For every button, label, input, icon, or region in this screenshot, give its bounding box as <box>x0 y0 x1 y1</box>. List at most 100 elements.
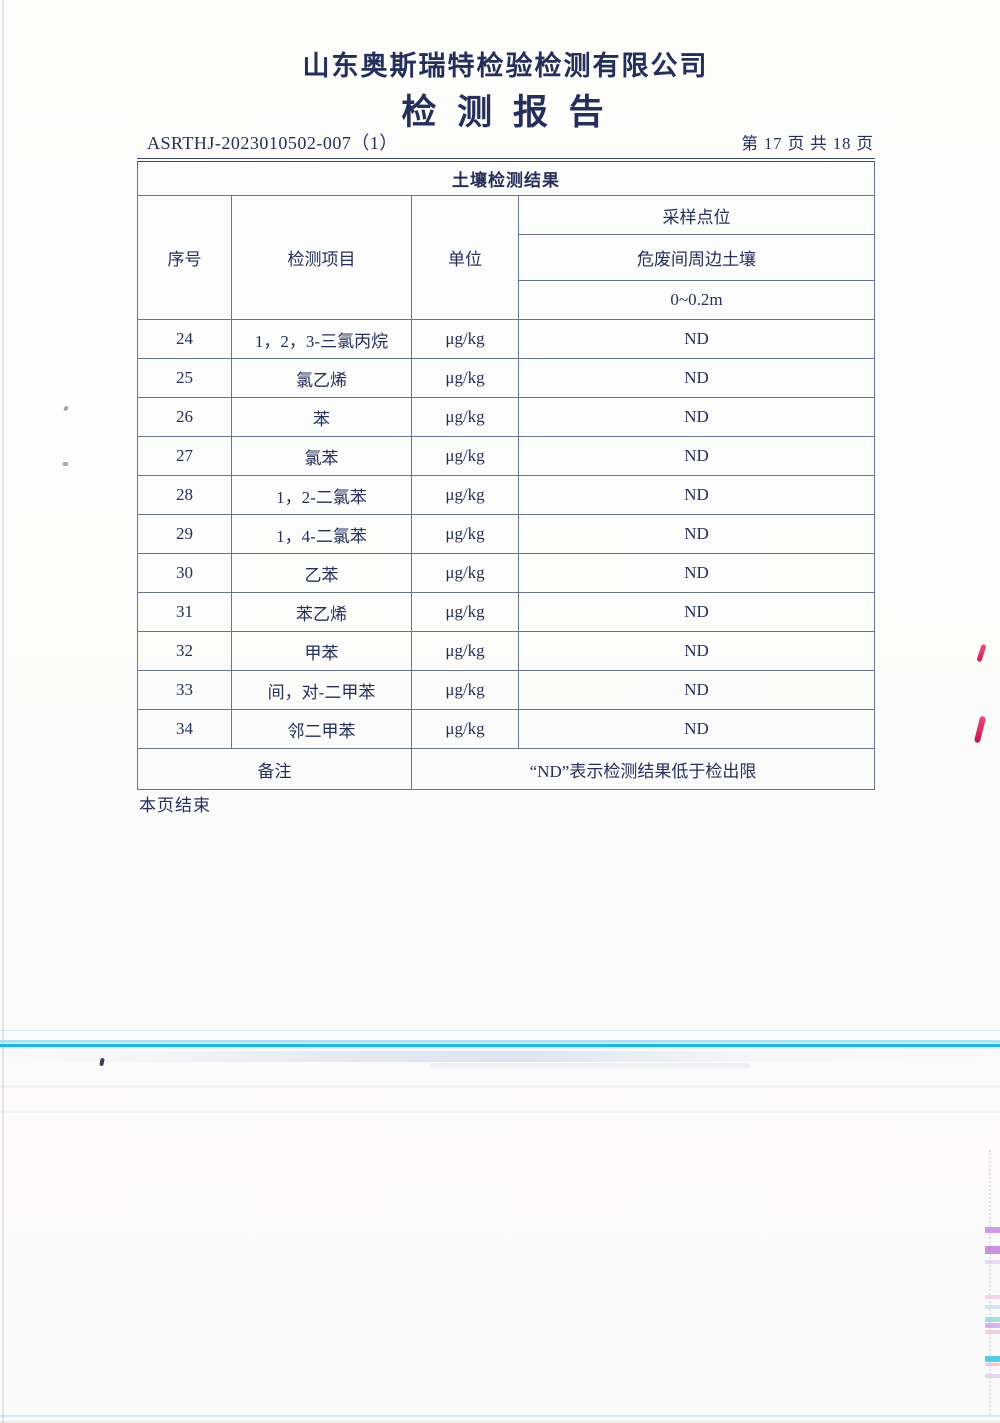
table-row: 27 氯苯 μg/kg ND <box>137 436 875 476</box>
sampling-point-label: 采样点位 <box>518 195 875 235</box>
cell-value: ND <box>518 358 875 398</box>
table-row: 32 甲苯 μg/kg ND <box>137 631 875 671</box>
cell-unit: μg/kg <box>411 475 519 515</box>
scan-artifact-red-mark <box>973 715 987 744</box>
cell-unit: μg/kg <box>411 709 519 749</box>
soil-table-body: 24 1，2，3-三氯丙烷 μg/kg ND 25 氯乙烯 μg/kg ND 26 苯 μg/kg N… <box>137 319 875 749</box>
cell-no: 32 <box>137 631 232 671</box>
cell-unit: μg/kg <box>411 670 519 710</box>
remark-text: “ND”表示检测结果低于检出限 <box>411 748 875 790</box>
cell-item: 乙苯 <box>231 553 412 593</box>
scan-artifact-color-streak <box>985 1363 1000 1366</box>
header-row-3: 0~0.2m <box>138 280 875 320</box>
scan-edge-line <box>2 0 4 1423</box>
scan-artifact-color-streak <box>985 1317 1000 1322</box>
scan-artifact-color-streak <box>985 1330 1000 1334</box>
scan-artifact-speck <box>99 1057 105 1067</box>
scan-artifact-faint-band <box>0 1110 1000 1113</box>
cell-value: ND <box>518 514 875 554</box>
cell-no: 33 <box>137 670 232 710</box>
soil-results-table: 土壤检测结果 序号 检测项目 单位 采样点位 危废间周边土壤 0~0.2m 24… <box>137 158 875 790</box>
scan-artifact-faint-band <box>0 1085 1000 1088</box>
table-row: 29 1，4-二氯苯 μg/kg ND <box>137 514 875 554</box>
cell-item: 1，4-二氯苯 <box>231 514 412 554</box>
cell-value: ND <box>518 436 875 476</box>
cell-item: 氯苯 <box>231 436 412 476</box>
table-row: 34 邻二甲苯 μg/kg ND <box>137 709 875 749</box>
scan-artifact-cyan-strong-line <box>0 1044 1000 1047</box>
cell-item: 甲苯 <box>231 631 412 671</box>
cell-item: 苯 <box>231 397 412 437</box>
scan-artifact-bottom-line <box>0 1415 1000 1417</box>
cell-no: 24 <box>137 319 232 359</box>
cell-value: ND <box>518 553 875 593</box>
cell-no: 34 <box>137 709 232 749</box>
cell-item: 氯乙烯 <box>231 358 412 398</box>
cell-unit: μg/kg <box>411 397 519 437</box>
scan-artifact-color-streak <box>985 1374 1000 1378</box>
cell-unit: μg/kg <box>411 436 519 476</box>
col-header-no: 序号 <box>137 195 232 320</box>
cell-value: ND <box>518 592 875 632</box>
report-meta-row: ASRTHJ-2023010502-007（1） 第 17 页 共 18 页 <box>137 129 874 155</box>
page-indicator: 第 17 页 共 18 页 <box>741 134 874 153</box>
header-row-2: 危废间周边土壤 <box>138 234 875 281</box>
cell-no: 27 <box>137 436 232 476</box>
table-title-row: 土壤检测结果 <box>137 159 875 196</box>
scan-artifact-edge-dots <box>989 1150 991 1415</box>
cell-no: 28 <box>137 475 232 515</box>
cell-value: ND <box>518 397 875 437</box>
end-of-page-note: 本页结束 <box>139 796 211 815</box>
cell-unit: μg/kg <box>411 631 519 671</box>
cell-unit: μg/kg <box>411 358 519 398</box>
table-row: 30 乙苯 μg/kg ND <box>137 553 875 593</box>
sampling-depth: 0~0.2m <box>518 280 875 320</box>
cell-unit: μg/kg <box>411 514 519 554</box>
scan-artifact-color-streak <box>985 1323 1000 1328</box>
remark-label: 备注 <box>137 748 412 790</box>
scan-artifact-color-streak <box>985 1356 1000 1362</box>
col-header-item: 检测项目 <box>231 195 412 320</box>
cell-item: 1，2，3-三氯丙烷 <box>231 319 412 359</box>
table-row: 28 1，2-二氯苯 μg/kg ND <box>137 475 875 515</box>
report-title: 检 测 报 告 <box>401 93 610 132</box>
cell-unit: μg/kg <box>411 592 519 632</box>
col-header-unit: 单位 <box>411 195 519 320</box>
cell-no: 31 <box>137 592 232 632</box>
scan-artifact-color-streak <box>985 1246 1000 1254</box>
cell-value: ND <box>518 670 875 710</box>
scan-artifact-color-streak <box>985 1305 1000 1309</box>
scan-artifact-red-mark <box>976 643 987 663</box>
cell-value: ND <box>518 319 875 359</box>
table-row: 24 1，2，3-三氯丙烷 μg/kg ND <box>137 319 875 359</box>
scan-artifact-speck <box>63 462 68 466</box>
table-row: 31 苯乙烯 μg/kg ND <box>137 592 875 632</box>
report-number: ASRTHJ-2023010502-007（1） <box>147 133 398 153</box>
header-row-1: 序号 检测项目 单位 采样点位 <box>137 195 875 320</box>
scan-artifact-color-streak <box>985 1260 1000 1264</box>
cell-value: ND <box>518 475 875 515</box>
scan-artifact-speck <box>63 405 69 412</box>
cell-value: ND <box>518 709 875 749</box>
cell-item: 1，2-二氯苯 <box>231 475 412 515</box>
cell-unit: μg/kg <box>411 319 519 359</box>
cell-item: 邻二甲苯 <box>231 709 412 749</box>
cell-no: 29 <box>137 514 232 554</box>
cell-unit: μg/kg <box>411 553 519 593</box>
cell-item: 间，对-二甲苯 <box>231 670 412 710</box>
cell-item: 苯乙烯 <box>231 592 412 632</box>
cell-no: 30 <box>137 553 232 593</box>
remark-row: 备注 “ND”表示检测结果低于检出限 <box>137 748 875 790</box>
scan-artifact-smudge-band <box>0 1051 1000 1062</box>
scan-artifact-color-streak <box>985 1227 1000 1233</box>
scan-artifact-cyan-light-line <box>0 1040 1000 1043</box>
scan-artifact-cyan-faint-line <box>0 1030 1000 1031</box>
table-row: 25 氯乙烯 μg/kg ND <box>137 358 875 398</box>
table-row: 33 间，对-二甲苯 μg/kg ND <box>137 670 875 710</box>
scan-artifact-smudge-band <box>430 1063 750 1068</box>
company-name: 山东奥斯瑞特检验检测有限公司 <box>302 51 709 81</box>
table-row: 26 苯 μg/kg ND <box>137 397 875 437</box>
cell-value: ND <box>518 631 875 671</box>
sampling-location: 危废间周边土壤 <box>518 234 875 281</box>
